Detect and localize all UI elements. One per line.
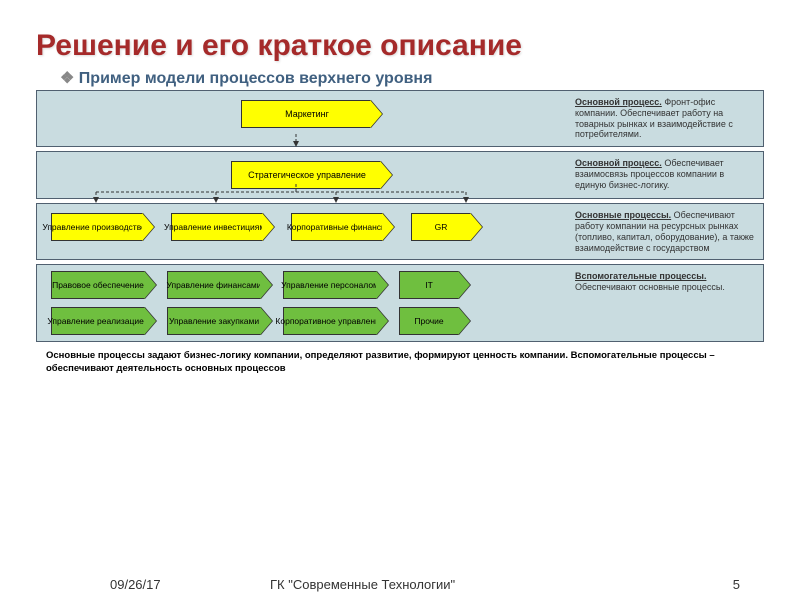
- tier4-desc-bold: Вспомогательные процессы.: [575, 271, 706, 281]
- box-corp-mgmt: Корпоративное управление: [283, 307, 377, 335]
- slide: Решение и его краткое описание Пример мо…: [0, 0, 800, 600]
- slide-subtitle: Пример модели процессов верхнего уровня: [60, 68, 764, 88]
- tier2-desc: Основной процесс. Обеспечивает взаимосвя…: [569, 158, 757, 190]
- box-it: IT: [399, 271, 459, 299]
- tier4-desc: Вспомогательные процессы. Обеспечивают о…: [569, 271, 757, 293]
- box-strategy: Стратегическое управление: [231, 161, 381, 189]
- tier-main-processes: Управление производством Управление инве…: [36, 203, 764, 260]
- tier3-desc: Основные процессы. Обеспечивают работу к…: [569, 210, 757, 253]
- box-gr: GR: [411, 213, 471, 241]
- diagram-caption: Основные процессы задают бизнес-логику к…: [36, 350, 764, 375]
- footer-org: ГК "Современные Технологии": [270, 577, 700, 592]
- box-legal: Правовое обеспечение: [51, 271, 145, 299]
- tier4-desc-text: Обеспечивают основные процессы.: [575, 282, 725, 292]
- box-corp-finance: Корпоративные финансы: [291, 213, 383, 241]
- tier3-desc-bold: Основные процессы.: [575, 210, 671, 220]
- box-marketing: Маркетинг: [241, 100, 371, 128]
- tier-support-processes: Правовое обеспечение Управление финансам…: [36, 264, 764, 342]
- tier-marketing: Маркетинг Основной процесс. Фронт-офис к…: [36, 90, 764, 147]
- slide-footer: 09/26/17 ГК "Современные Технологии" 5: [0, 577, 800, 592]
- slide-title: Решение и его краткое описание: [36, 28, 764, 64]
- tier2-desc-bold: Основной процесс.: [575, 158, 662, 168]
- box-investments: Управление инвестициями: [171, 213, 263, 241]
- tier1-desc: Основной процесс. Фронт-офис компании. О…: [569, 97, 757, 140]
- footer-page: 5: [700, 577, 740, 592]
- box-sales: Управление реализацией: [51, 307, 145, 335]
- box-production: Управление производством: [51, 213, 143, 241]
- process-diagram: Маркетинг Основной процесс. Фронт-офис к…: [36, 90, 764, 375]
- box-procurement: Управление закупками: [167, 307, 261, 335]
- footer-date: 09/26/17: [110, 577, 270, 592]
- tier-strategy: Стратегическое управление Основной проце…: [36, 151, 764, 199]
- tier1-desc-bold: Основной процесс.: [575, 97, 662, 107]
- box-hr: Управление персоналом: [283, 271, 377, 299]
- box-finance-mgmt: Управление финансами: [167, 271, 261, 299]
- box-other: Прочие: [399, 307, 459, 335]
